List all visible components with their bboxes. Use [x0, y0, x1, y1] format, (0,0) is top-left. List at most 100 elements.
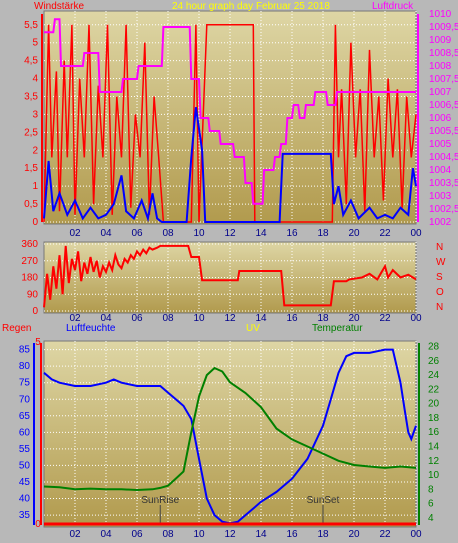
- humidity-y-tick: 35: [19, 510, 31, 521]
- humidity-y-tick: 70: [19, 394, 31, 405]
- pressure-y-tick: 1006: [429, 113, 452, 124]
- x-tick-label: 20: [348, 313, 360, 324]
- wind-y-tick: 4: [32, 74, 38, 85]
- humidity-y-tick: 45: [19, 477, 31, 488]
- compass-label: O: [436, 287, 444, 298]
- temperature-y-tick: 8: [428, 484, 434, 495]
- x-tick-label: 18: [317, 228, 329, 239]
- x-tick-label: 14: [255, 529, 267, 540]
- x-tick-label: 06: [131, 313, 143, 324]
- direction-y-tick: 270: [21, 256, 38, 267]
- wind-y-tick: 1: [32, 181, 38, 192]
- series-line-pressure: [44, 18, 416, 205]
- x-tick-label: 12: [224, 313, 236, 324]
- pressure-y-tick: 1007: [429, 87, 452, 98]
- pressure-axis-title: Luftdruck: [372, 1, 414, 12]
- x-tick-label: 20: [348, 228, 360, 239]
- humidity-y-tick: 85: [19, 345, 31, 356]
- direction-y-tick: 180: [21, 273, 38, 284]
- wind-y-tick: 5,5: [24, 20, 38, 31]
- temperature-y-tick: 24: [428, 370, 440, 381]
- direction-y-tick: 90: [27, 289, 39, 300]
- sun-event-label: SunRise: [141, 495, 179, 506]
- x-tick-label: 10: [193, 529, 205, 540]
- x-tick-label: 04: [100, 228, 112, 239]
- x-tick-label: 14: [255, 313, 267, 324]
- wind-y-tick: 0,5: [24, 199, 38, 210]
- x-tick-label: 16: [286, 529, 298, 540]
- x-tick-label: 02: [69, 529, 81, 540]
- legend-humidity: Luftfeuchte: [66, 323, 116, 334]
- x-tick-label: 02: [69, 313, 81, 324]
- x-tick-label: 22: [379, 313, 391, 324]
- x-tick-label: 06: [131, 228, 143, 239]
- pressure-y-tick: 1005: [429, 139, 452, 150]
- rain-zero-tick: 0: [35, 519, 41, 530]
- x-tick-label: 18: [317, 313, 329, 324]
- temperature-y-tick: 18: [428, 413, 440, 424]
- humidity-y-tick: 60: [19, 427, 31, 438]
- x-tick-label: 08: [162, 313, 174, 324]
- legend-rain: Regen: [2, 323, 31, 334]
- pressure-y-tick: 1003,5: [429, 178, 458, 189]
- x-tick-label: 00: [410, 529, 422, 540]
- temperature-y-tick: 22: [428, 384, 440, 395]
- wind-y-tick: 2,5: [24, 127, 38, 138]
- humidity-y-tick: 65: [19, 411, 31, 422]
- humidity-y-tick: 75: [19, 378, 31, 389]
- pressure-y-tick: 1009,5: [429, 22, 458, 33]
- pressure-y-tick: 1007,5: [429, 74, 458, 85]
- direction-y-tick: 360: [21, 239, 38, 250]
- pressure-y-tick: 1010: [429, 9, 452, 20]
- wind-y-tick: 0: [32, 217, 38, 228]
- x-tick-label: 10: [193, 228, 205, 239]
- pressure-y-tick: 1005,5: [429, 126, 458, 137]
- wind-axis-title: Windstärke: [34, 1, 84, 12]
- wind-y-tick: 5: [32, 38, 38, 49]
- x-tick-label: 20: [348, 529, 360, 540]
- series-line-direction: [43, 244, 417, 308]
- temperature-y-tick: 26: [428, 356, 440, 367]
- temperature-y-tick: 12: [428, 456, 440, 467]
- pressure-y-tick: 1002,5: [429, 204, 458, 215]
- x-tick-label: 14: [255, 228, 267, 239]
- temperature-y-tick: 4: [428, 513, 434, 524]
- x-tick-label: 22: [379, 228, 391, 239]
- chart-title: 24 hour graph day Februar 25 2018: [172, 1, 330, 12]
- compass-label: S: [436, 272, 443, 283]
- compass-label: N: [436, 302, 443, 313]
- x-tick-label: 00: [410, 313, 422, 324]
- compass-label: N: [436, 242, 443, 253]
- x-tick-label: 02: [69, 228, 81, 239]
- direction-y-tick: 0: [32, 306, 38, 317]
- humidity-y-tick: 80: [19, 361, 31, 372]
- pressure-y-tick: 1008: [429, 61, 452, 72]
- pressure-y-tick: 1004,5: [429, 152, 458, 163]
- x-tick-label: 18: [317, 529, 329, 540]
- x-tick-label: 04: [100, 529, 112, 540]
- compass-label: W: [436, 257, 446, 268]
- series-line-gust: [43, 107, 417, 223]
- wind-y-tick: 3,5: [24, 91, 38, 102]
- wind-y-tick: 4,5: [24, 56, 38, 67]
- x-tick-label: 08: [162, 228, 174, 239]
- temperature-y-tick: 16: [428, 427, 440, 438]
- x-tick-label: 00: [410, 228, 422, 239]
- x-tick-label: 16: [286, 313, 298, 324]
- x-tick-label: 12: [224, 529, 236, 540]
- humidity-y-tick: 40: [19, 494, 31, 505]
- temperature-y-tick: 28: [428, 342, 440, 353]
- x-tick-label: 22: [379, 529, 391, 540]
- pressure-y-tick: 1002: [429, 217, 452, 228]
- temperature-y-tick: 6: [428, 499, 434, 510]
- temperature-y-tick: 14: [428, 441, 440, 452]
- x-tick-label: 12: [224, 228, 236, 239]
- wind-y-tick: 1,5: [24, 163, 38, 174]
- temperature-y-tick: 10: [428, 470, 440, 481]
- pressure-y-tick: 1009: [429, 35, 452, 46]
- sun-event-label: SunSet: [307, 495, 340, 506]
- x-tick-label: 08: [162, 529, 174, 540]
- x-tick-label: 06: [131, 529, 143, 540]
- wind-y-tick: 3: [32, 109, 38, 120]
